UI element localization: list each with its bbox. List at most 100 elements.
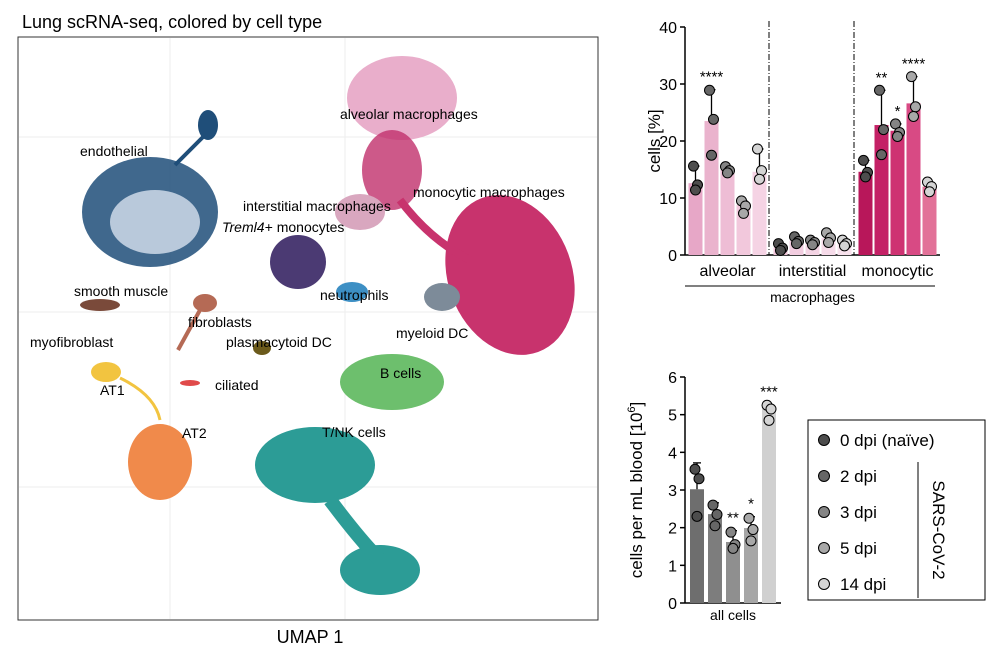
- y-tick-label: 1: [668, 558, 677, 575]
- bar: [708, 514, 722, 603]
- replicate-point: [706, 149, 717, 161]
- replicate-point: [747, 524, 759, 536]
- replicate-point: [807, 239, 818, 251]
- cluster-label: monocytic macrophages: [413, 184, 565, 200]
- replicate-point: [908, 110, 919, 122]
- bar: [906, 103, 921, 255]
- group-label: macrophages: [770, 289, 855, 305]
- y-tick-label: 3: [668, 483, 677, 500]
- bar: [690, 489, 704, 603]
- replicate-point: [765, 403, 777, 415]
- replicate-point: [725, 526, 737, 538]
- replicate-point: [691, 510, 703, 522]
- y-tick-label: 10: [659, 191, 677, 208]
- replicate-point: [823, 236, 834, 248]
- replicate-point: [860, 171, 871, 183]
- y-tick-label: 0: [668, 596, 677, 613]
- legend-label: 14 dpi: [840, 575, 886, 594]
- bar: [922, 186, 937, 255]
- bar: [752, 171, 767, 255]
- legend-marker: [818, 542, 830, 554]
- legend-label: 3 dpi: [840, 503, 877, 522]
- cluster-label: AT2: [182, 425, 207, 441]
- significance: *: [748, 496, 754, 513]
- replicate-point: [892, 130, 903, 142]
- replicate-point: [745, 535, 757, 547]
- replicate-point: [858, 154, 869, 166]
- replicate-point: [707, 499, 719, 511]
- cluster-label: plasmacytoid DC: [226, 334, 332, 350]
- significance: **: [876, 69, 888, 86]
- legend-group-label: SARS-CoV-2: [929, 480, 948, 579]
- cluster-label: fibroblasts: [188, 314, 252, 330]
- y-tick-label: 4: [668, 445, 677, 462]
- significance: ****: [700, 69, 724, 86]
- replicate-point: [743, 512, 755, 524]
- bar: [874, 125, 889, 255]
- replicate-point: [874, 84, 885, 96]
- cluster-label: smooth muscle: [74, 283, 168, 299]
- replicate-point: [708, 113, 719, 125]
- bar: [744, 528, 758, 603]
- bar: [726, 541, 740, 603]
- y-axis-label: cells per mL blood [106]: [626, 402, 646, 579]
- legend-label: 0 dpi (naïve): [840, 431, 935, 450]
- umap-clusters: [80, 56, 575, 595]
- replicate-point: [709, 520, 721, 532]
- bar: [704, 121, 719, 255]
- bar: [858, 171, 873, 255]
- bar: [762, 408, 776, 603]
- replicate-point: [791, 238, 802, 250]
- y-tick-label: 5: [668, 408, 677, 425]
- y-axis-label-text: cells per mL blood [10: [627, 413, 646, 579]
- replicate-point: [924, 186, 935, 198]
- cluster-label: T/NK cells: [322, 424, 386, 440]
- cluster-label: interstitial macrophages: [243, 198, 391, 214]
- x-tick-label: alveolar: [699, 263, 756, 280]
- replicate-point: [704, 84, 715, 96]
- umap-x-label: UMAP 1: [277, 627, 344, 647]
- replicate-point: [738, 207, 749, 219]
- replicate-point: [752, 143, 763, 155]
- legend-marker: [818, 578, 830, 590]
- significance: *: [895, 103, 901, 120]
- x-tick-label: monocytic: [861, 263, 933, 280]
- replicate-point: [754, 173, 765, 185]
- replicate-point: [693, 473, 705, 485]
- replicate-point: [763, 414, 775, 426]
- legend-label: 2 dpi: [840, 467, 877, 486]
- y-tick-label: 2: [668, 521, 677, 538]
- y-axis-label: cells [%]: [645, 109, 664, 172]
- cluster-label: B cells: [380, 365, 421, 381]
- x-tick-label: all cells: [710, 607, 756, 623]
- replicate-point: [711, 508, 723, 520]
- umap-title: Lung scRNA-seq, colored by cell type: [22, 12, 322, 32]
- y-tick-label: 0: [668, 248, 677, 265]
- bar: [720, 170, 735, 255]
- y-tick-label: 30: [659, 77, 677, 94]
- replicate-point: [839, 240, 850, 252]
- cluster-label: ciliated: [215, 377, 259, 393]
- replicate-point: [910, 101, 921, 113]
- y-tick-label: 20: [659, 134, 677, 151]
- cluster-label: myeloid DC: [396, 325, 468, 341]
- cluster-label-italic: Treml4+: [222, 219, 273, 235]
- cluster-label: Treml4+ monocytes: [222, 219, 344, 235]
- legend-marker: [818, 434, 830, 446]
- cluster-label: alveolar macrophages: [340, 106, 478, 122]
- legend-frame: [807, 419, 986, 601]
- replicate-point: [722, 167, 733, 179]
- significance: ***: [760, 383, 778, 400]
- cluster-label: myofibroblast: [30, 334, 113, 350]
- replicate-point: [906, 71, 917, 83]
- y-axis-label-sup: 6: [626, 406, 638, 412]
- cluster-label-text: monocytes: [277, 219, 345, 235]
- significance: **: [727, 510, 739, 527]
- y-axis-label-suffix: ]: [627, 402, 646, 407]
- replicate-point: [876, 149, 887, 161]
- replicate-point: [689, 463, 701, 475]
- replicate-point: [727, 542, 739, 554]
- cluster-label: AT1: [100, 382, 125, 398]
- bar: [688, 183, 703, 255]
